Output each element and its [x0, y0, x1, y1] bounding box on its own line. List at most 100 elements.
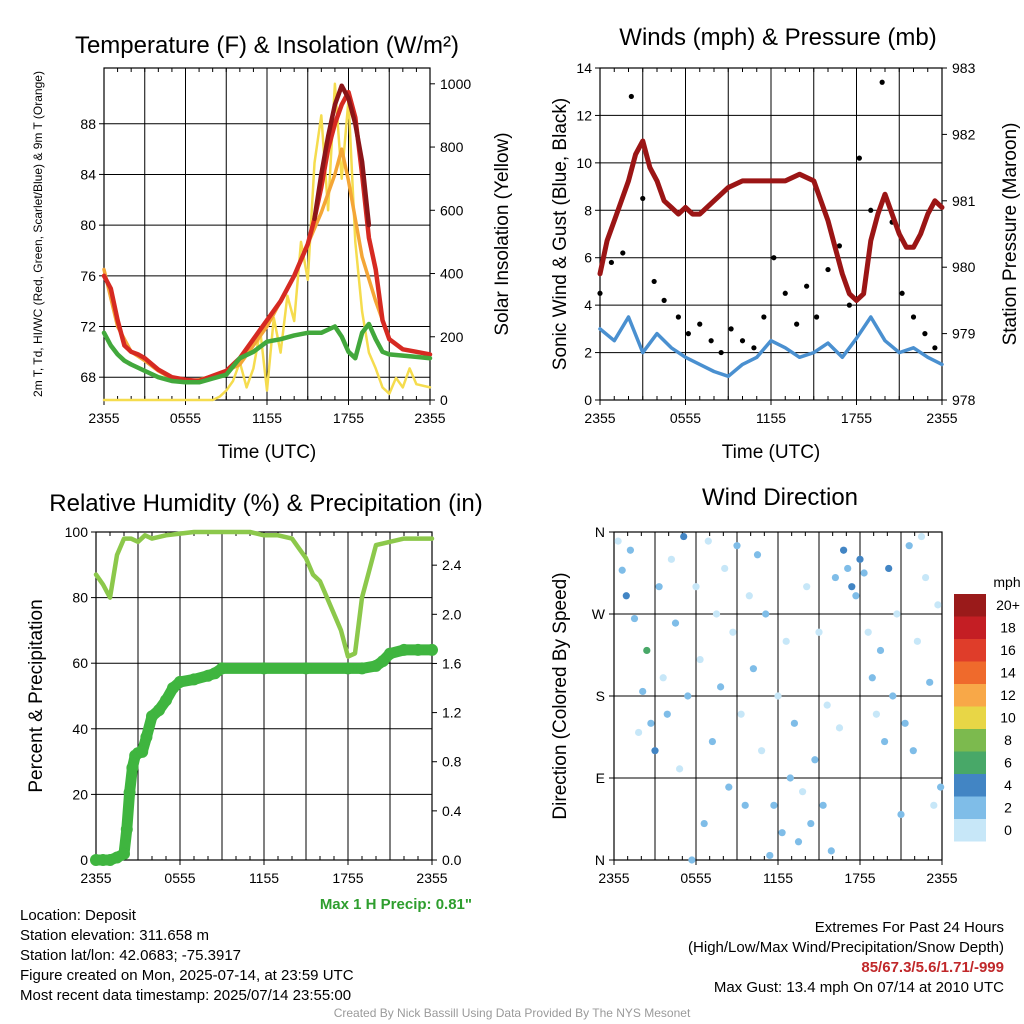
y-axis-tick-label: 12 — [576, 107, 592, 123]
x-axis-label: Time (UTC) — [218, 442, 317, 463]
gust-point — [782, 290, 788, 296]
direction-point — [770, 801, 778, 809]
legend-swatch — [954, 594, 986, 617]
gust-point — [910, 314, 917, 320]
direction-point — [831, 573, 840, 582]
legend-swatch — [954, 774, 986, 797]
precip-point — [426, 643, 438, 656]
credit-text: Created By Nick Bassill Using Data Provi… — [333, 1006, 691, 1020]
gust-point — [608, 259, 615, 266]
extremes-title: Extremes For Past 24 Hours — [814, 919, 1004, 936]
chart-title: Temperature (F) & Insolation (W/m²) — [75, 32, 459, 59]
humidity-line — [93, 529, 435, 659]
direction-point — [885, 564, 893, 573]
precip-point — [258, 662, 270, 675]
gust-point — [728, 326, 734, 332]
y-axis-tick-label: 100 — [65, 524, 89, 540]
x-tick-label: 1155 — [252, 410, 282, 426]
direction-point — [864, 628, 872, 636]
y-axis-tick-label: 14 — [576, 60, 592, 76]
precip-point — [120, 823, 133, 836]
solar-line — [102, 82, 432, 402]
legend-label: 0 — [1004, 822, 1012, 838]
gust-point — [739, 338, 746, 344]
y-axis-tick-label: 10 — [576, 155, 592, 171]
direction-point — [840, 546, 848, 554]
speed-legend: mph 20+ 18 16 14 12 10 8 6 4 2 0 — [954, 574, 1021, 842]
y-axis-tick-label: W — [592, 606, 606, 622]
y2-axis-tick-label: 1.2 — [442, 705, 462, 721]
wind-line — [598, 315, 944, 379]
x-tick-label: 2355 — [584, 410, 615, 426]
gust-point — [685, 331, 691, 337]
y-axis-tick-label: 88 — [80, 116, 96, 132]
humidity-chart: Relative Humidity (%) & Precipitation (i… — [26, 490, 483, 886]
y2-axis-tick-label: 400 — [440, 266, 464, 282]
legend-label: 2 — [1004, 800, 1012, 816]
direction-point — [876, 646, 885, 655]
precip-point — [140, 731, 153, 744]
direction-point — [630, 614, 639, 623]
y-axis-tick-label: 60 — [72, 655, 88, 671]
direction-point — [729, 628, 737, 636]
direction-point — [753, 551, 762, 559]
direction-point — [659, 674, 667, 682]
legend-swatch — [954, 639, 986, 662]
direction-point — [749, 665, 758, 673]
y2-axis-tick-label: 1000 — [440, 76, 471, 92]
direction-point — [745, 592, 753, 600]
y2-axis-tick-label: 2.4 — [442, 557, 462, 573]
winds-chart: Winds (mph) & Pressure (mb) 2355 0555 1155 1… — [550, 24, 1021, 463]
direction-point — [917, 532, 926, 541]
max-gust-text: Max Gust: 13.4 mph On 07/14 at 2010 UTC — [713, 979, 1004, 996]
legend-swatch — [954, 729, 986, 752]
pressure-line — [597, 138, 945, 303]
legend-swatch — [954, 751, 986, 774]
legend-swatch — [954, 819, 986, 842]
legend-label: 8 — [1004, 732, 1012, 748]
legend-label: 16 — [1000, 642, 1016, 658]
direction-point — [913, 637, 922, 645]
extremes-values: 85/67.3/5.6/1.71/-999 — [861, 959, 1004, 976]
gust-point — [718, 349, 724, 356]
direction-point — [680, 532, 688, 541]
temp-2m-line — [101, 89, 433, 384]
x-tick-label: 1155 — [763, 870, 793, 886]
direction-point — [905, 542, 913, 550]
x-tick-label: 1755 — [841, 410, 872, 426]
extremes-info: Extremes For Past 24 Hours (High/Low/Max… — [688, 918, 1004, 998]
gust-point — [868, 207, 874, 213]
elevation-text: Station elevation: 311.658 m — [20, 927, 210, 944]
direction-point — [901, 719, 909, 727]
gust-point — [675, 314, 681, 320]
gust-point — [922, 331, 928, 337]
y-axis-tick-label: 0 — [80, 852, 88, 868]
gust-point — [846, 302, 852, 308]
y2-axis-tick-label: 600 — [440, 202, 464, 218]
direction-point — [835, 724, 844, 732]
direction-point — [737, 710, 745, 718]
legend-title: mph — [993, 574, 1020, 590]
precip-point — [342, 662, 354, 675]
y2-axis-tick-label: 0.8 — [442, 754, 462, 770]
y2-axis-tick-label: 979 — [952, 326, 976, 342]
y2-axis-tick-label: 0.4 — [442, 803, 462, 819]
legend-swatch — [954, 706, 986, 729]
gust-point — [751, 345, 757, 351]
precip-point — [136, 745, 149, 758]
y-axis-tick-label: 40 — [72, 721, 88, 737]
direction-point — [692, 583, 700, 591]
legend-label: 14 — [1000, 665, 1016, 681]
y-axis-tick-label: E — [596, 770, 605, 786]
direction-point — [696, 655, 704, 664]
y2-axis-tick-label: 1.6 — [442, 655, 462, 671]
x-tick-label: 0555 — [680, 870, 711, 886]
y2-axis-tick-label: 983 — [952, 60, 976, 76]
y-axis-tick-label: 80 — [80, 217, 96, 233]
legend-label: 18 — [1000, 620, 1016, 636]
gust-point — [794, 321, 800, 327]
legend-label: 12 — [1000, 687, 1016, 703]
gust-point — [651, 278, 657, 285]
direction-point — [799, 788, 807, 796]
direction-point — [639, 687, 647, 696]
